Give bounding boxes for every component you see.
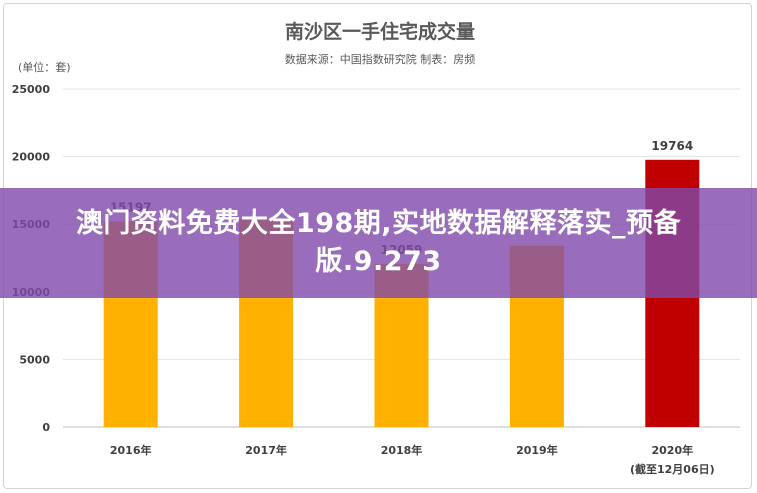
overlay-text: 澳门资料免费大全198期,实地数据解释落实_预备版.9.273 <box>75 208 682 277</box>
x-axis-ticks: 2016年 2017年 2018年 2019年 2020年 (截至12月06日) <box>110 443 715 476</box>
x-tick-label: 2020年 <box>651 443 693 457</box>
y-tick-label: 20000 <box>12 151 51 164</box>
x-tick-label: 2019年 <box>516 443 558 457</box>
chart-subtitle: 数据来源：中国指数研究院 制表：房频 <box>285 52 476 66</box>
x-tick-label: 2016年 <box>110 443 152 457</box>
x-tick-note: (截至12月06日) <box>630 462 715 476</box>
y-tick-label: 5000 <box>19 353 50 366</box>
chart-title: 南沙区一手住宅成交量 <box>285 20 475 43</box>
y-tick-label: 0 <box>42 421 50 434</box>
unit-label: (单位：套) <box>18 60 71 74</box>
overlay-banner: 澳门资料免费大全198期,实地数据解释落实_预备版.9.273 <box>0 188 757 298</box>
y-tick-label: 25000 <box>12 83 51 96</box>
x-tick-label: 2017年 <box>245 443 287 457</box>
data-label: 19764 <box>651 139 693 153</box>
x-tick-label: 2018年 <box>381 443 423 457</box>
